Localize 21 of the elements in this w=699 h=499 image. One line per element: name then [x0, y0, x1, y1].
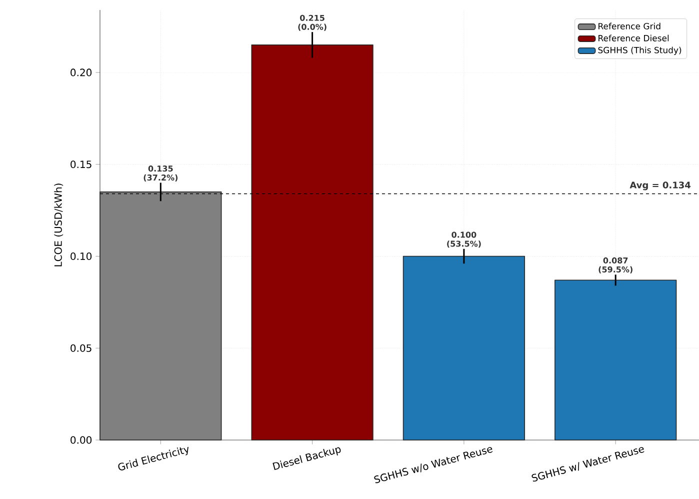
legend-label: Reference Grid — [598, 22, 660, 30]
data-label: 0.100 (53.5%) — [447, 232, 481, 248]
y-axis-title: LCOE (USD/kWh) — [54, 184, 64, 266]
bar — [554, 280, 677, 440]
bar — [100, 192, 222, 440]
x-tick-label: SGHHS w/ Water Reuse — [532, 447, 644, 482]
data-label: 0.087 (59.5%) — [598, 257, 632, 274]
legend-label: SGHHS (This Study) — [598, 46, 682, 55]
y-tick-label: 0.20 — [70, 68, 92, 76]
legend-label: Reference Diesel — [598, 34, 669, 42]
data-label: 0.215 (0.0%) — [298, 14, 326, 31]
x-tick-label: SGHHS w/o Water Reuse — [374, 447, 493, 484]
data-label: 0.135 (37.2%) — [144, 166, 178, 182]
x-tick-label: Diesel Backup — [272, 447, 341, 470]
bar — [402, 256, 526, 440]
y-tick-label: 0.10 — [70, 252, 92, 260]
ref-line-label: Avg = 0.134 — [630, 182, 691, 190]
y-tick-label: 0.00 — [70, 436, 92, 444]
y-tick-label: 0.05 — [70, 344, 92, 352]
y-tick-label: 0.15 — [70, 160, 92, 168]
bar — [251, 44, 374, 440]
